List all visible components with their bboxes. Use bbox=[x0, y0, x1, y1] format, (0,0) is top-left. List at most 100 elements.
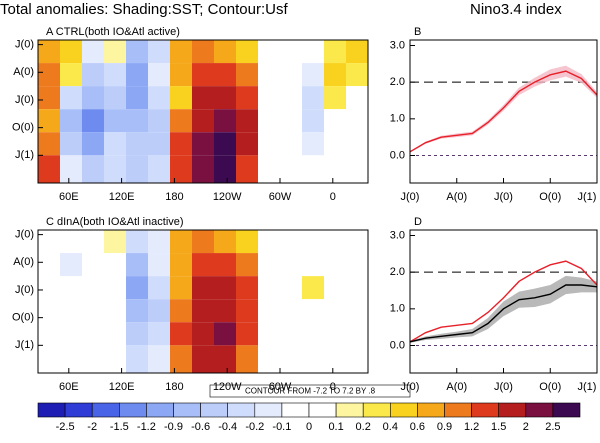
colorbar-label: 0 bbox=[306, 421, 312, 433]
colorbar-box bbox=[335, 402, 364, 418]
panel-title: Total anomalies: Shading:SST; Contour:Us… bbox=[0, 1, 288, 18]
plot-frame bbox=[37, 229, 369, 374]
heat-cell bbox=[82, 276, 104, 300]
heat-cell bbox=[324, 40, 346, 64]
heat-cell bbox=[280, 63, 302, 87]
heat-cell bbox=[82, 132, 104, 156]
heat-cell bbox=[302, 155, 324, 183]
heat-cell bbox=[104, 109, 126, 133]
heat-cell bbox=[148, 109, 170, 133]
heat-cell bbox=[280, 155, 302, 183]
heat-cell bbox=[126, 155, 148, 183]
heat-cell bbox=[192, 86, 214, 110]
heat-cell bbox=[280, 40, 302, 64]
heat-cell bbox=[346, 132, 368, 156]
heat-cell bbox=[280, 276, 302, 300]
colorbar-box bbox=[254, 402, 283, 418]
x-tick-label: 60E bbox=[59, 381, 79, 393]
heat-cell bbox=[60, 299, 82, 323]
heat-cell bbox=[82, 63, 104, 87]
heat-cell bbox=[346, 40, 368, 64]
heat-cell bbox=[324, 253, 346, 277]
heat-cell bbox=[104, 63, 126, 87]
heat-cell bbox=[192, 253, 214, 277]
colorbar-label: -2.5 bbox=[56, 421, 75, 433]
heat-cell bbox=[38, 345, 60, 373]
heat-cell bbox=[346, 155, 368, 183]
heat-cell bbox=[280, 322, 302, 346]
heat-cell bbox=[82, 299, 104, 323]
panel-title: Nino3.4 index bbox=[470, 1, 562, 18]
heat-cell bbox=[38, 86, 60, 110]
heat-cell bbox=[170, 63, 192, 87]
colorbar-label: 1.5 bbox=[491, 421, 506, 433]
heat-cell bbox=[126, 132, 148, 156]
panel-label: B bbox=[414, 26, 421, 38]
plot-frame bbox=[409, 229, 598, 374]
heat-cell bbox=[82, 345, 104, 373]
heat-cell bbox=[324, 86, 346, 110]
heat-cell bbox=[148, 253, 170, 277]
colorbar-box bbox=[281, 402, 310, 418]
heat-cell bbox=[302, 276, 324, 300]
heat-cell bbox=[126, 40, 148, 64]
colorbar-label: -1.2 bbox=[137, 421, 156, 433]
heat-cell bbox=[60, 86, 82, 110]
heat-cell bbox=[148, 322, 170, 346]
colorbar-label: 0.9 bbox=[437, 421, 452, 433]
heat-cell bbox=[148, 230, 170, 254]
heat-cell bbox=[82, 86, 104, 110]
heat-cell bbox=[236, 40, 258, 64]
heat-cell bbox=[280, 299, 302, 323]
colorbar-label: 2 bbox=[523, 421, 529, 433]
heat-cell bbox=[192, 109, 214, 133]
heat-cell bbox=[324, 132, 346, 156]
heat-cell bbox=[346, 230, 368, 254]
heat-cell bbox=[82, 40, 104, 64]
heat-cell bbox=[170, 299, 192, 323]
x-tick-label: O(0) bbox=[539, 381, 561, 393]
heat-cell bbox=[346, 109, 368, 133]
heat-cell bbox=[236, 132, 258, 156]
heat-cell bbox=[302, 253, 324, 277]
heat-cell bbox=[60, 109, 82, 133]
heat-cell bbox=[214, 322, 236, 346]
heat-cell bbox=[38, 230, 60, 254]
heat-cell bbox=[104, 276, 126, 300]
y-tick-label: O(0) bbox=[12, 122, 34, 134]
heat-cell bbox=[346, 63, 368, 87]
x-tick-label: 120W bbox=[213, 191, 242, 203]
heat-cell bbox=[170, 230, 192, 254]
heat-cell bbox=[236, 155, 258, 183]
heat-cell bbox=[302, 132, 324, 156]
x-tick-label: 60W bbox=[269, 191, 292, 203]
colorbar-label: 2.5 bbox=[545, 421, 560, 433]
heat-cell bbox=[170, 109, 192, 133]
y-tick-label: 1.0 bbox=[390, 303, 405, 315]
colorbar-box bbox=[308, 402, 337, 418]
heat-cell bbox=[280, 86, 302, 110]
heat-cell bbox=[38, 109, 60, 133]
x-tick-label: 0 bbox=[330, 191, 336, 203]
heat-cell bbox=[82, 230, 104, 254]
heat-cell bbox=[324, 109, 346, 133]
heat-cell bbox=[60, 276, 82, 300]
heat-cell bbox=[60, 253, 82, 277]
colorbar-box bbox=[227, 402, 256, 418]
colorbar-box bbox=[173, 402, 201, 418]
heat-cell bbox=[324, 63, 346, 87]
heat-cell bbox=[148, 155, 170, 183]
colorbar-box bbox=[362, 402, 391, 418]
contour-note: CONTOUR FROM -7.2 TO 7.2 BY .8 bbox=[245, 387, 376, 396]
heat-cell bbox=[214, 230, 236, 254]
heat-cell bbox=[236, 276, 258, 300]
colorbar-label: -2 bbox=[87, 421, 97, 433]
heat-cell bbox=[104, 345, 126, 373]
x-tick-label: 180 bbox=[165, 381, 183, 393]
heat-cell bbox=[280, 230, 302, 254]
heat-cell bbox=[346, 322, 368, 346]
y-tick-label: 3.0 bbox=[390, 39, 405, 51]
heat-cell bbox=[236, 345, 258, 373]
y-tick-label: A(0) bbox=[13, 66, 34, 78]
